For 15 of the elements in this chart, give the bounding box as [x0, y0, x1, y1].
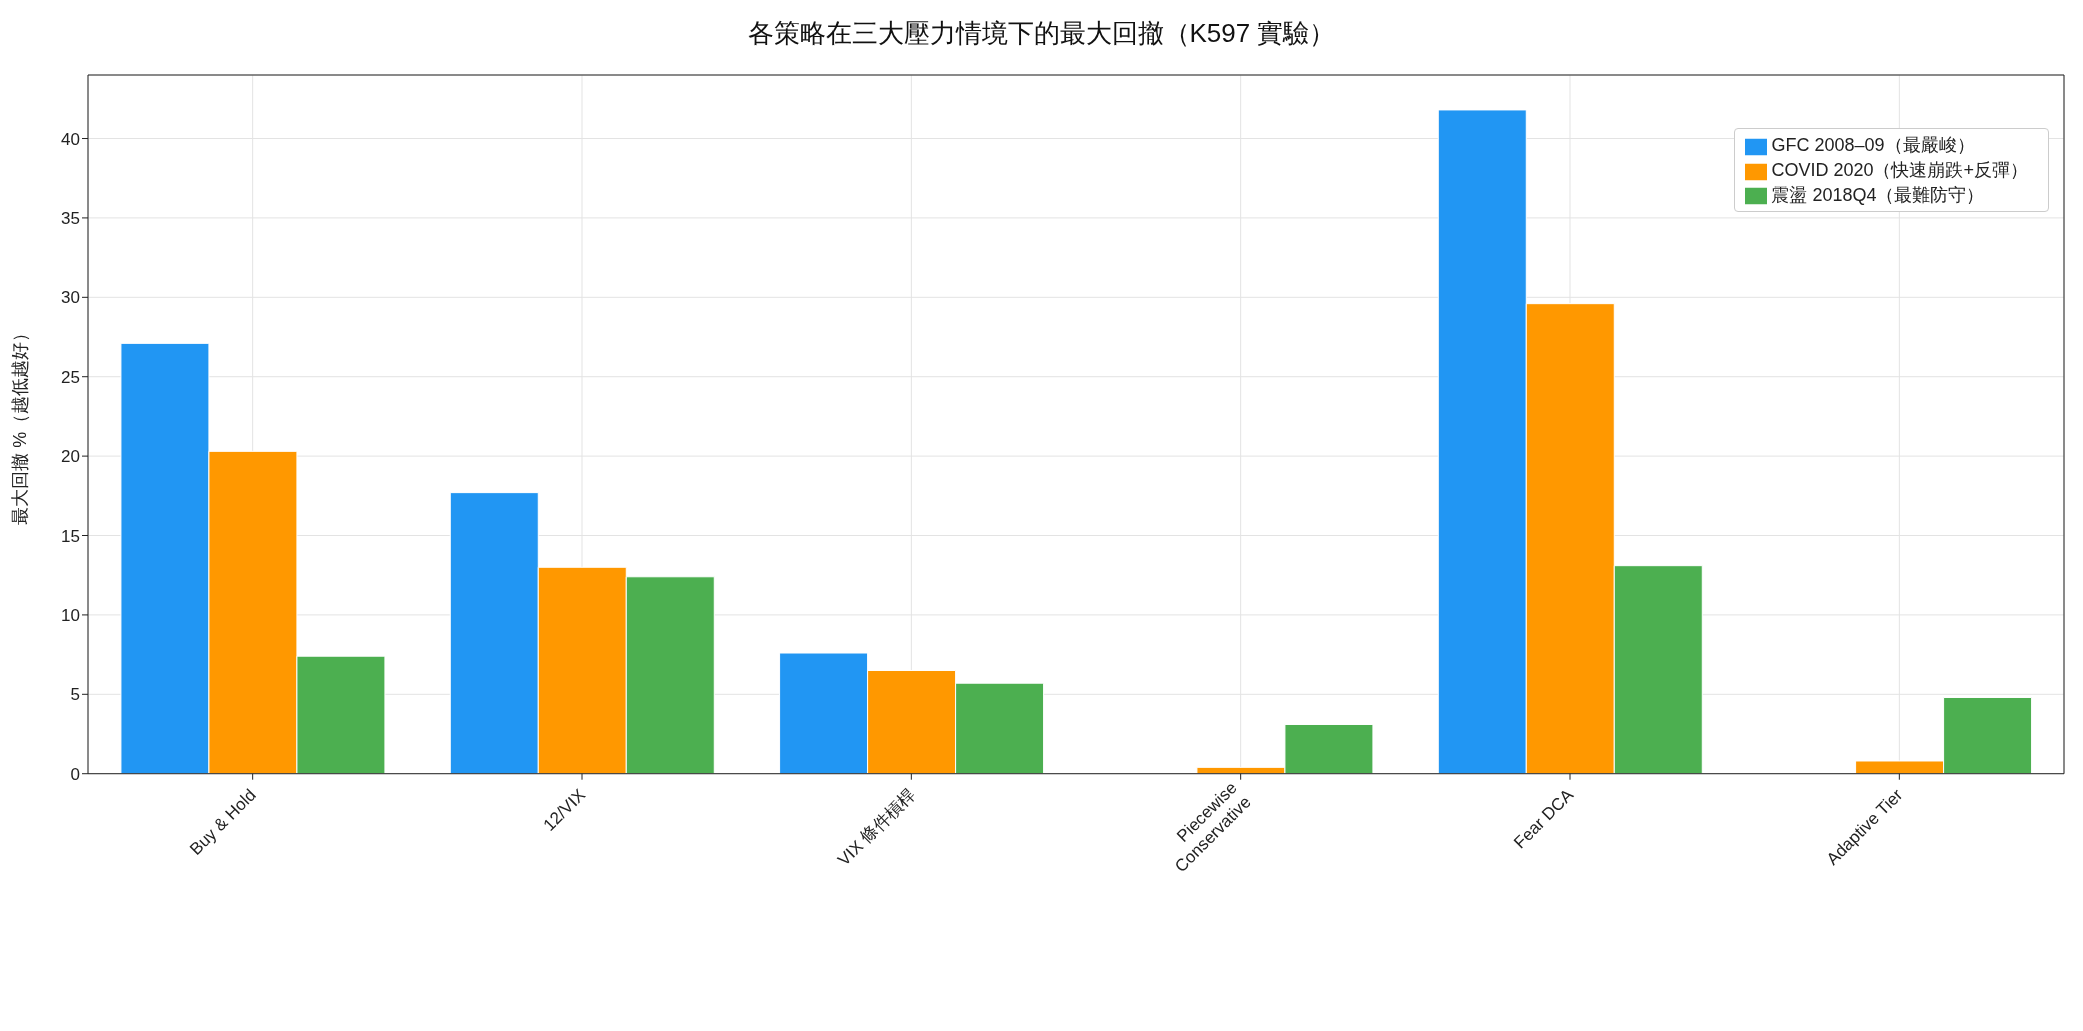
chart-title: 各策略在三大壓力情境下的最大回撤（K597 實驗）: [746, 17, 1337, 50]
legend-label: 震盪 2018Q4（最難防守）: [1771, 184, 1985, 205]
y-tick-label: 30: [61, 288, 80, 308]
y-tick-label: 0: [70, 764, 80, 784]
y-tick-label: 15: [61, 526, 80, 546]
legend-label: GFC 2008–09（最嚴峻）: [1771, 135, 1975, 155]
y-tick-label: 20: [61, 447, 80, 467]
x-tick-label: VIX 條件槓桿: [834, 785, 919, 870]
y-tick-label: 40: [61, 129, 80, 149]
y-tick-label: 10: [61, 605, 80, 625]
y-axis-title: 最大回撤 %（越低越好）: [10, 323, 31, 525]
legend-label: COVID 2020（快速崩跌+反彈）: [1771, 159, 2028, 180]
y-tick-label: 35: [61, 208, 80, 228]
y-tick-label: 25: [61, 367, 80, 387]
y-tick-label: 5: [70, 685, 80, 705]
